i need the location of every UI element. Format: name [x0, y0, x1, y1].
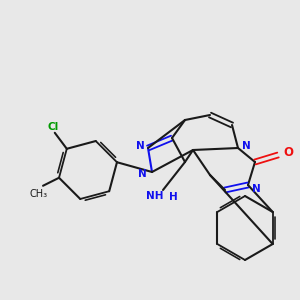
Text: N: N — [242, 141, 250, 151]
Text: Cl: Cl — [47, 122, 58, 132]
Text: N: N — [252, 184, 260, 194]
Text: CH₃: CH₃ — [30, 189, 48, 199]
Text: N: N — [138, 169, 146, 179]
Text: O: O — [283, 146, 293, 160]
Text: NH: NH — [146, 191, 164, 201]
Text: N: N — [136, 141, 144, 151]
Text: H: H — [169, 192, 177, 202]
